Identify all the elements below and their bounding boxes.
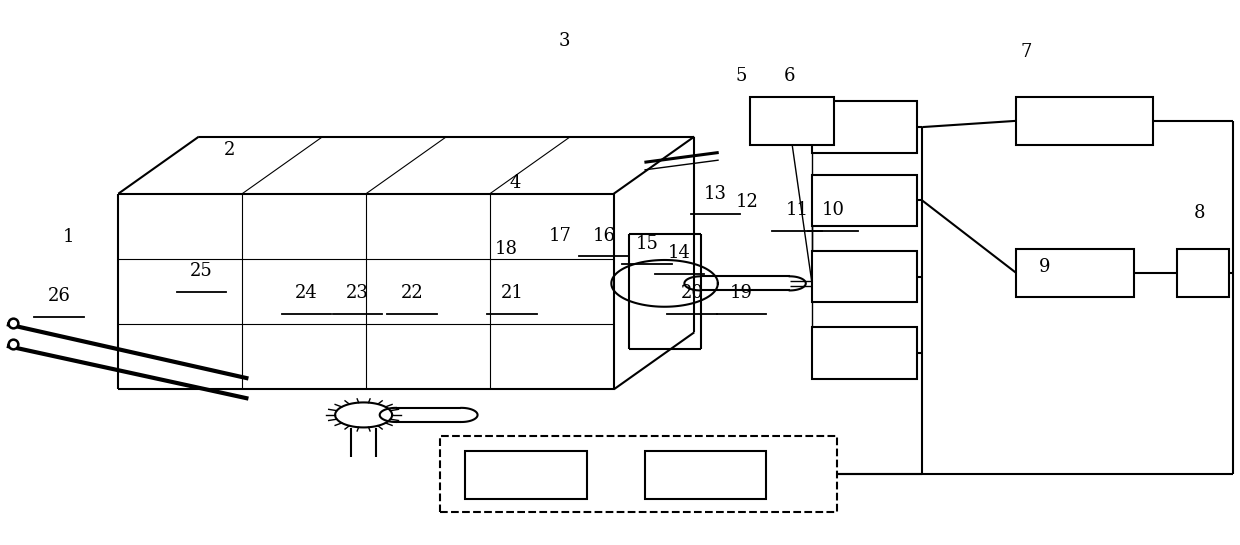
- Text: 8: 8: [1194, 204, 1205, 222]
- Text: 11: 11: [786, 201, 808, 219]
- Text: 23: 23: [346, 284, 368, 302]
- Text: 21: 21: [501, 284, 523, 302]
- Bar: [1017, 97, 1153, 145]
- Text: 5: 5: [735, 66, 746, 84]
- Text: 15: 15: [636, 235, 658, 253]
- Text: 16: 16: [593, 227, 615, 245]
- Text: 12: 12: [737, 193, 759, 211]
- Text: 26: 26: [47, 287, 71, 305]
- Bar: [812, 174, 918, 226]
- Text: 25: 25: [190, 262, 213, 280]
- Text: 13: 13: [704, 185, 727, 203]
- Text: 1: 1: [63, 228, 74, 246]
- Text: 6: 6: [784, 66, 795, 84]
- Text: 22: 22: [401, 284, 423, 302]
- Bar: [440, 435, 837, 512]
- Bar: [645, 451, 766, 499]
- Bar: [465, 451, 587, 499]
- Text: 9: 9: [1039, 258, 1050, 276]
- Bar: [812, 251, 918, 302]
- Text: 19: 19: [730, 284, 753, 302]
- Text: 4: 4: [510, 174, 521, 192]
- Text: 20: 20: [681, 284, 703, 302]
- Bar: [1017, 249, 1135, 297]
- Text: 10: 10: [822, 201, 844, 219]
- Text: 3: 3: [558, 33, 570, 51]
- Text: 17: 17: [549, 227, 572, 245]
- Text: 2: 2: [224, 141, 236, 159]
- Text: 18: 18: [495, 240, 517, 258]
- Bar: [1177, 249, 1229, 297]
- Bar: [750, 97, 835, 145]
- Bar: [812, 327, 918, 379]
- Text: 24: 24: [295, 284, 317, 302]
- Text: 7: 7: [1021, 44, 1032, 62]
- Bar: [812, 101, 918, 153]
- Text: 14: 14: [668, 245, 691, 263]
